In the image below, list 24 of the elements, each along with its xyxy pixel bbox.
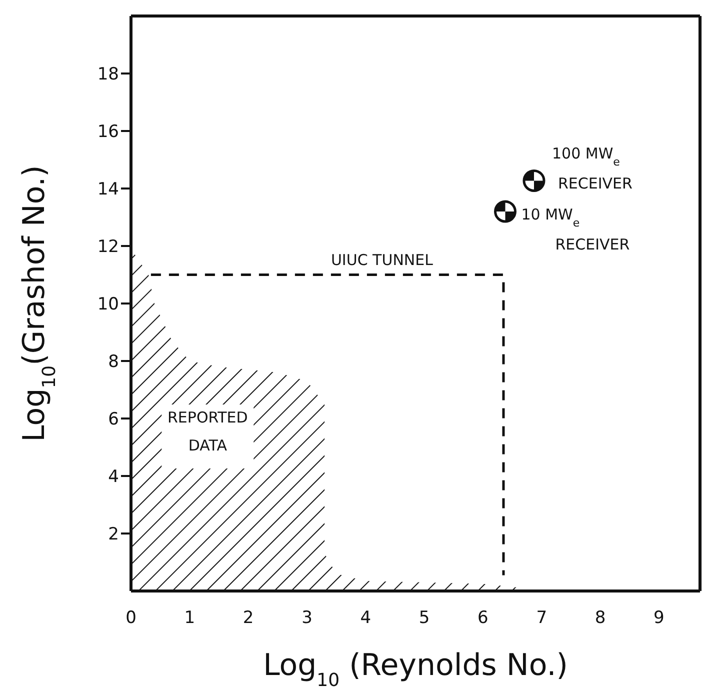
- x-tick-label: 6: [478, 608, 488, 628]
- x-tick-label: 3: [302, 608, 312, 628]
- series-label: REPORTED DATA: [168, 408, 248, 454]
- y-tick-label: 12: [97, 237, 119, 258]
- x-tick-label: 0: [126, 608, 136, 628]
- x-tick-label: 7: [536, 608, 548, 628]
- x-tick-label: 5: [418, 608, 430, 628]
- y-tick-label: 16: [97, 122, 119, 142]
- x-axis-title: Log$_{10}$ (Reynolds No.): [263, 648, 568, 690]
- x-tick-label: 9: [654, 608, 664, 628]
- y-tick-label: 14: [97, 180, 119, 200]
- y-tick-label: 2: [108, 524, 119, 545]
- x-tick-label: 1: [184, 608, 196, 628]
- y-tick-label: 6: [108, 410, 119, 430]
- series-label: 10 MW$_{e}$ RECEIVER: [521, 206, 630, 254]
- series-label: 100 MW$_{e}$ RECEIVER: [552, 144, 632, 193]
- y-tick-label: 18: [97, 64, 119, 85]
- x-tick-label: 2: [242, 608, 254, 628]
- y-tick-label: 8: [108, 352, 119, 372]
- x-tick-label: 4: [360, 608, 372, 628]
- y-tick-label: 4: [108, 467, 119, 488]
- series-label: UIUC TUNNEL: [330, 250, 434, 269]
- x-tick-label: 8: [594, 608, 606, 628]
- y-tick-label: 10: [97, 294, 119, 315]
